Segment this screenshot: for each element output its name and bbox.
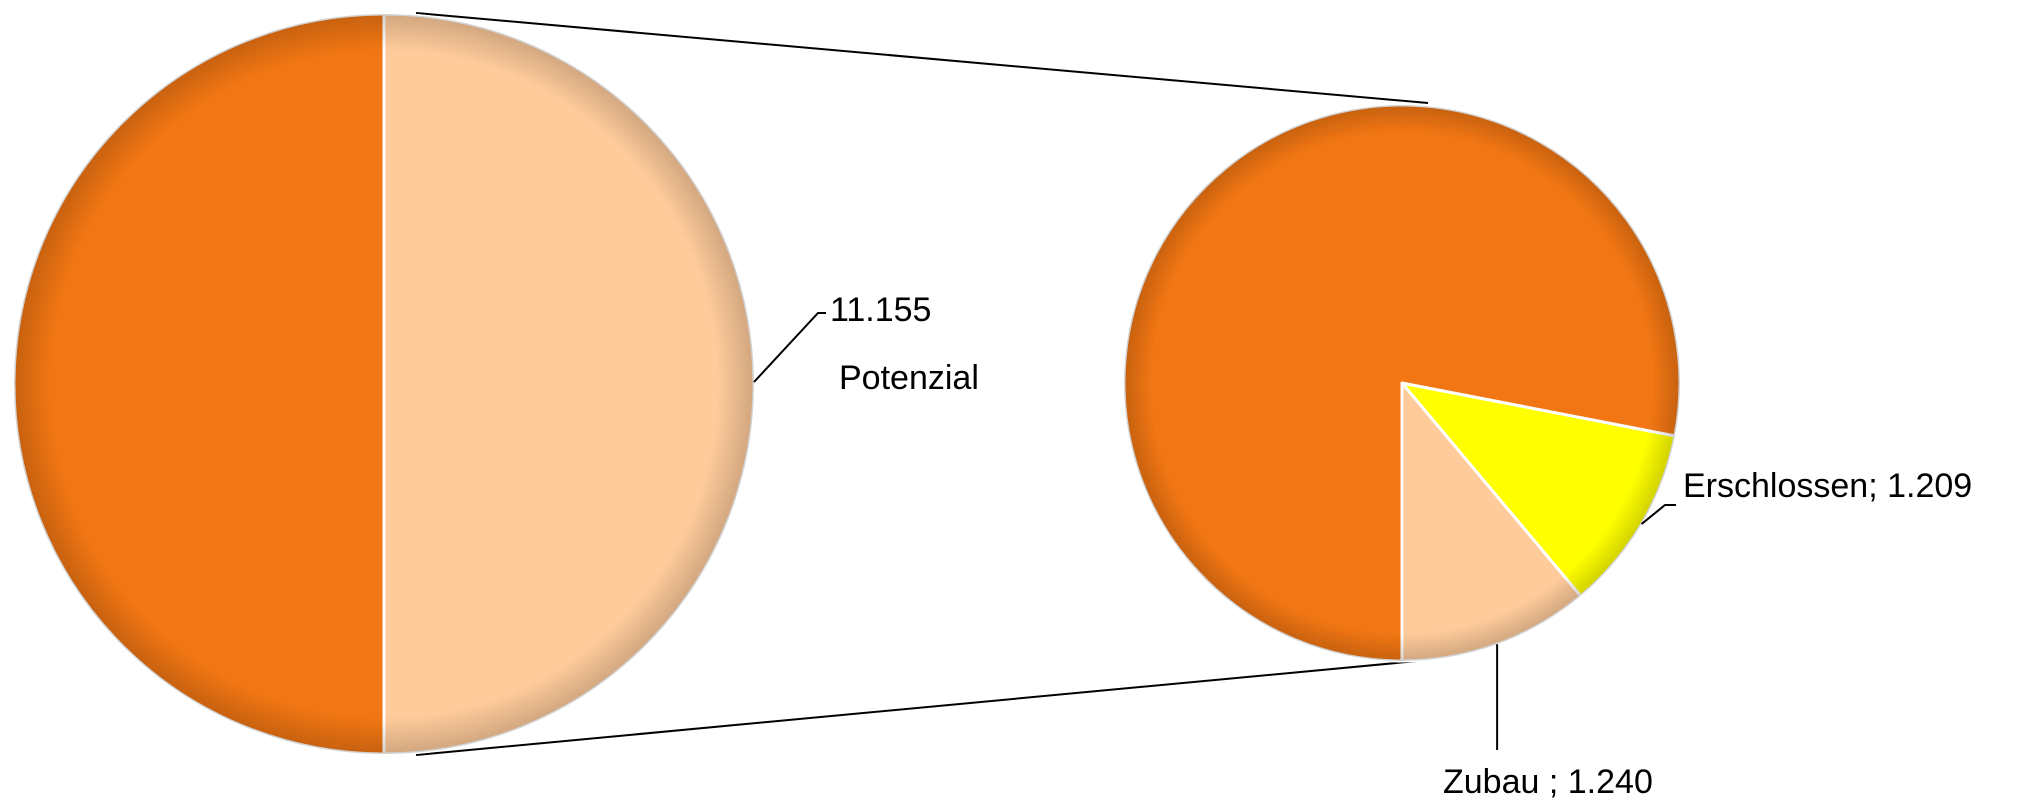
main-value-label: 11.155 <box>830 291 931 329</box>
main-pie <box>12 12 756 756</box>
connector-lines <box>415 12 1429 756</box>
zubau-separator: ; <box>1549 763 1568 800</box>
zubau-label: Zubau ; 1.240 <box>1443 763 1653 800</box>
erschlossen-label: Erschlossen; 1.209 <box>1683 467 1972 505</box>
secondary-pie-shading <box>1124 105 1680 661</box>
connector-line-bottom <box>415 659 1429 756</box>
connector-line-top <box>415 12 1429 104</box>
erschlossen-category: Erschlossen <box>1683 467 1868 505</box>
main-category-label: Potenzial <box>839 359 979 397</box>
zubau-category: Zubau <box>1443 763 1549 800</box>
leader-line-erschlossen <box>1640 504 1676 525</box>
secondary-pie <box>1122 103 1682 663</box>
zubau-value: 1.240 <box>1568 763 1653 800</box>
erschlossen-separator: ; <box>1868 467 1887 505</box>
erschlossen-value: 1.209 <box>1887 467 1972 505</box>
leader-line-potenzial <box>753 312 826 383</box>
leader-lines <box>753 312 1676 750</box>
main-pie-shading <box>14 14 754 754</box>
